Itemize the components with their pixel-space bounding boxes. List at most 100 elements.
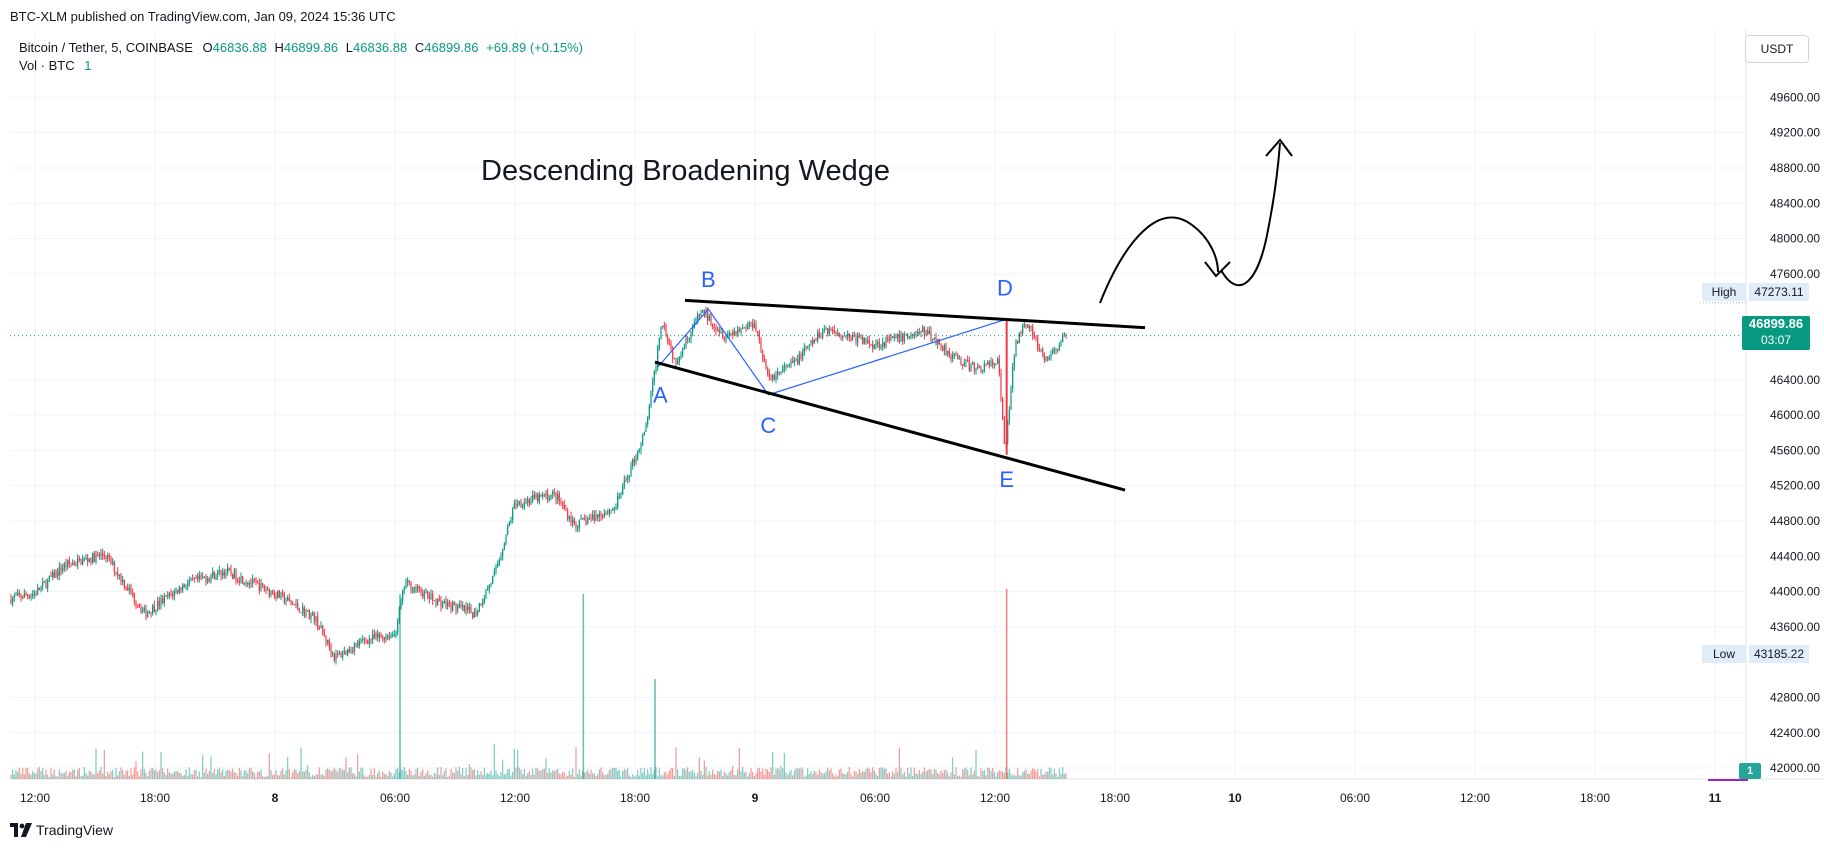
candle-body — [215, 576, 217, 580]
volume-bar — [720, 769, 722, 779]
candle-body — [1042, 349, 1044, 353]
candle-body — [460, 604, 462, 607]
pattern-point-label[interactable]: C — [760, 413, 776, 438]
candle-body — [635, 458, 637, 463]
volume-bar — [483, 767, 485, 779]
volume-bar — [477, 770, 479, 779]
candle-body — [587, 519, 589, 524]
chart-grid — [10, 29, 1746, 779]
volume-bar — [650, 767, 652, 779]
volume-bar — [545, 758, 547, 779]
volume-bar — [992, 767, 994, 779]
volume-bar — [512, 772, 514, 779]
volume-bar — [1057, 776, 1059, 779]
pattern-point-label[interactable]: D — [997, 276, 1013, 301]
price-tick-label: 48400.00 — [1770, 196, 1820, 210]
candle-body — [448, 602, 450, 604]
candle-body — [422, 593, 424, 598]
tradingview-footer[interactable]: TradingView — [10, 822, 113, 838]
candle-body — [963, 362, 965, 366]
wedge-trendlines[interactable] — [654, 298, 1146, 492]
volume-bar — [1060, 773, 1062, 779]
candle-body — [325, 635, 327, 643]
symbol-name[interactable]: Bitcoin / Tether, 5, COINBASE — [19, 40, 193, 55]
abcde-pattern[interactable]: A B C D E — [653, 267, 1014, 492]
currency-button[interactable]: USDT — [1745, 35, 1809, 63]
pattern-point-label[interactable]: E — [999, 467, 1014, 492]
candle-body — [442, 603, 444, 607]
trendline-upper[interactable] — [684, 298, 1146, 330]
volume-bar — [48, 776, 50, 779]
volume-bar — [742, 767, 744, 779]
volume-bar — [448, 775, 450, 779]
pattern-point-label[interactable]: B — [701, 267, 716, 292]
candle-body — [335, 654, 337, 661]
pattern-zigzag[interactable] — [657, 308, 1006, 396]
candle-body — [907, 333, 909, 338]
candle-body — [105, 556, 107, 559]
volume-bar — [1012, 775, 1014, 779]
volume-bar — [560, 774, 562, 779]
candle-body — [763, 357, 765, 361]
volume-bar — [120, 767, 122, 779]
volume-bar — [310, 776, 312, 779]
volume-bar — [953, 774, 955, 779]
candle-body — [692, 328, 694, 332]
volume-bar — [993, 772, 995, 779]
volume-bar — [613, 767, 615, 779]
trendline-lower[interactable] — [654, 360, 1126, 492]
price-axis[interactable]: 42000.00 42400.00 42800.00 43600.00 44000.00… — [1770, 90, 1820, 775]
volume-bar — [858, 769, 860, 779]
candle-body — [412, 590, 414, 592]
candle-body — [470, 607, 472, 613]
candle-body — [150, 611, 152, 614]
volume-bar — [488, 773, 490, 779]
candle-body — [773, 375, 775, 381]
volume-bar — [262, 776, 264, 779]
volume-bar — [367, 776, 369, 779]
candle-body — [823, 329, 825, 331]
time-axis[interactable]: 12:00 18:00 8 06:00 12:00 18:00 9 06:00 12:00 18:… — [20, 791, 1722, 805]
candle-body — [130, 587, 132, 593]
volume-bar — [843, 774, 845, 779]
candle-body — [1060, 342, 1062, 346]
candle-body — [32, 594, 34, 596]
projection-arrow[interactable] — [1099, 138, 1293, 304]
volume-bar — [903, 771, 905, 779]
candle-body — [642, 435, 644, 445]
candle-body — [577, 527, 579, 529]
candle-body — [908, 336, 910, 338]
pattern-point-label[interactable]: A — [653, 383, 668, 408]
candle-body — [665, 325, 667, 337]
volume-bar — [658, 768, 660, 779]
candle-body — [723, 337, 725, 340]
volume-bar — [125, 770, 127, 779]
symbol-legend[interactable]: Bitcoin / Tether, 5, COINBASE O46836.88 … — [19, 40, 583, 55]
candle-body — [942, 347, 944, 351]
volume-bar — [485, 774, 487, 779]
volume-bar — [580, 775, 582, 779]
annotation-title[interactable]: Descending Broadening Wedge — [481, 155, 890, 187]
candle-body — [392, 634, 394, 636]
candle-body — [83, 558, 85, 560]
volume-bar — [135, 761, 137, 779]
published-line: BTC-XLM published on TradingView.com, Ja… — [10, 9, 396, 24]
volume-bar — [350, 767, 352, 779]
volume-bar — [937, 772, 939, 779]
volume-bar — [450, 768, 452, 779]
candle-body — [575, 523, 577, 529]
candle-body — [888, 337, 890, 342]
candle-body — [1025, 324, 1027, 326]
volume-legend[interactable]: Vol · BTC 1 — [19, 58, 91, 73]
candle-body — [605, 512, 607, 514]
volume-bar — [13, 774, 15, 779]
candle-body — [308, 610, 310, 620]
candle-body — [877, 342, 879, 344]
volume-bar — [110, 771, 112, 779]
volume-bar — [723, 771, 725, 779]
candle-body — [320, 625, 322, 629]
candle-body — [148, 611, 150, 613]
volume-bar — [412, 775, 414, 779]
candle-body — [932, 339, 934, 342]
